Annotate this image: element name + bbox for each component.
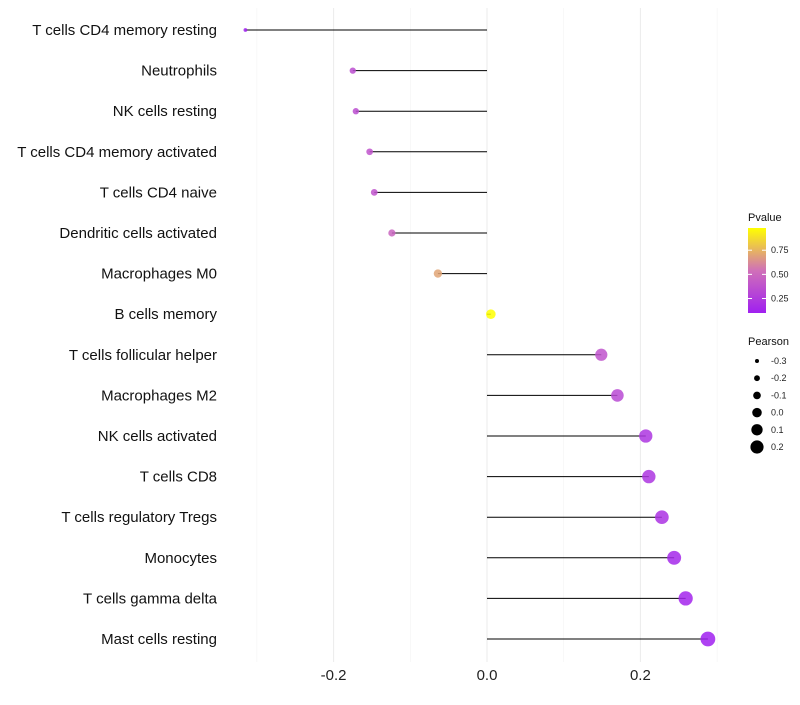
size-legend-point	[752, 407, 762, 418]
lollipop-point	[352, 108, 360, 115]
size-legend-label: -0.2	[771, 373, 787, 383]
colorbar-label: 0.25	[771, 294, 789, 304]
y-tick-label: Macrophages M0	[101, 266, 217, 283]
lollipop-point	[349, 67, 356, 74]
y-tick-label: T cells CD4 memory resting	[32, 22, 217, 39]
y-tick-label: Macrophages M2	[101, 387, 217, 404]
y-tick-label: T cells CD4 naive	[100, 184, 217, 201]
y-tick-label: NK cells resting	[113, 103, 217, 120]
colorbar	[748, 228, 766, 313]
lollipop-point	[639, 429, 653, 443]
lollipop-point	[595, 348, 608, 361]
size-legend-label: -0.1	[771, 390, 787, 400]
lollipop-point	[655, 510, 669, 525]
colorbar-label: 0.50	[771, 269, 789, 279]
size-legend-point	[750, 440, 764, 454]
lollipop-point	[700, 631, 716, 647]
y-tick-label: T cells regulatory Tregs	[61, 509, 217, 526]
y-tick-label: T cells follicular helper	[69, 347, 217, 364]
x-tick-label: -0.2	[321, 667, 347, 684]
colorbar-label: 0.75	[771, 245, 789, 255]
y-tick-label: NK cells activated	[98, 428, 217, 445]
size-legend-label: 0.0	[771, 408, 784, 418]
size-legend-point	[754, 375, 760, 382]
y-tick-label: Neutrophils	[141, 63, 217, 80]
lollipop-point	[366, 148, 373, 156]
y-tick-label: Monocytes	[144, 550, 217, 567]
y-tick-label: B cells memory	[114, 306, 217, 323]
x-tick-label: 0.2	[630, 667, 651, 684]
lollipop-point	[611, 389, 624, 402]
y-tick-label: Mast cells resting	[101, 631, 217, 648]
size-legend-point	[755, 359, 759, 363]
lollipop-point	[388, 229, 396, 237]
legend-title-pvalue: Pvalue	[748, 212, 782, 224]
size-legend-point	[751, 424, 763, 436]
size-legend-point	[753, 391, 761, 400]
lollipop-point	[667, 550, 682, 565]
y-tick-label: T cells gamma delta	[83, 590, 218, 607]
size-legend-label: 0.2	[771, 442, 784, 452]
y-tick-label: T cells CD8	[140, 469, 217, 486]
lollipop-point	[243, 28, 248, 32]
legend-title-pearson: Pearson	[748, 336, 789, 348]
lollipop-point	[370, 188, 378, 196]
lollipop-point	[486, 309, 496, 319]
lollipop-point	[433, 269, 443, 278]
y-tick-label: T cells CD4 memory activated	[17, 144, 217, 161]
x-tick-label: 0.0	[477, 667, 498, 684]
size-legend-label: 0.1	[771, 425, 784, 435]
size-legend-label: -0.3	[771, 356, 787, 366]
lollipop-point	[642, 469, 656, 484]
lollipop-point	[678, 591, 693, 606]
y-tick-label: Dendritic cells activated	[59, 225, 217, 242]
